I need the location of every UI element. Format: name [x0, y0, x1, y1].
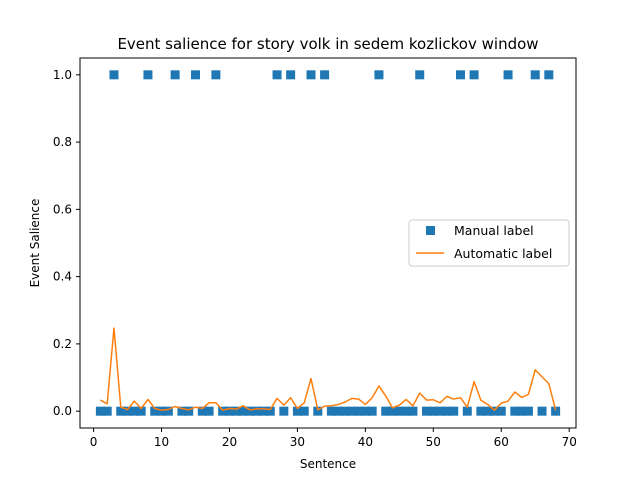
manual-label-point: [313, 406, 323, 416]
axes-frame: [79, 57, 577, 429]
manual-label-point: [197, 406, 207, 416]
manual-label-point: [224, 406, 234, 416]
manual-label-point: [381, 406, 391, 416]
manual-label-point: [530, 70, 540, 80]
manual-label-point: [218, 406, 228, 416]
legend-label-manual: Manual label: [454, 223, 534, 238]
manual-label-point: [408, 406, 418, 416]
manual-label-point: [109, 70, 119, 80]
y-tick-label: 0.8: [53, 135, 72, 149]
manual-label-point: [102, 406, 112, 416]
manual-label-point: [401, 406, 411, 416]
manual-label-point: [299, 406, 309, 416]
manual-label-point: [286, 70, 296, 80]
manual-label-point: [306, 70, 316, 80]
manual-label-point: [129, 406, 139, 416]
manual-label-point: [265, 406, 275, 416]
manual-label-point: [503, 70, 513, 80]
manual-label-point: [150, 406, 160, 416]
manual-label-point: [469, 70, 479, 80]
manual-label-point: [204, 406, 214, 416]
manual-label-point: [422, 406, 432, 416]
manual-label-point: [238, 406, 248, 416]
y-tick-label: 0.4: [53, 270, 72, 284]
x-tick-label: 60: [494, 435, 509, 449]
manual-label-point: [517, 406, 527, 416]
manual-label-point: [184, 406, 194, 416]
manual-label-point: [374, 70, 384, 80]
manual-label-point: [333, 406, 343, 416]
manual-label-point: [449, 406, 459, 416]
y-axis: 0.0 0.2 0.4 0.6 0.8 1.0: [53, 68, 80, 418]
manual-label-point: [367, 406, 377, 416]
manual-label-point: [157, 406, 167, 416]
manual-label-point: [442, 406, 452, 416]
manual-label-point: [394, 406, 404, 416]
manual-label-point: [95, 406, 105, 416]
manual-label-point: [551, 406, 561, 416]
manual-label-point: [537, 406, 547, 416]
manual-label-point: [455, 70, 465, 80]
manual-label-point: [462, 406, 472, 416]
manual-label-point: [347, 406, 357, 416]
manual-label-point: [245, 406, 255, 416]
y-axis-label: Event Salience: [28, 199, 42, 288]
manual-label-point: [211, 70, 221, 80]
x-tick-label: 70: [562, 435, 577, 449]
manual-label-point: [340, 406, 350, 416]
legend-label-automatic: Automatic label: [454, 246, 552, 261]
manual-label-point: [544, 70, 554, 80]
manual-label-point: [428, 406, 438, 416]
manual-label-point: [116, 406, 126, 416]
manual-label-point: [320, 70, 330, 80]
x-axis: 0 10 20 30 40 50 60 70: [90, 428, 577, 449]
manual-label-point: [136, 406, 146, 416]
manual-label-point: [252, 406, 262, 416]
manual-label-point: [496, 406, 506, 416]
x-tick-label: 50: [426, 435, 441, 449]
manual-label-point: [272, 70, 282, 80]
manual-label-point: [388, 406, 398, 416]
x-tick-label: 0: [90, 435, 98, 449]
y-tick-label: 1.0: [53, 68, 72, 82]
manual-label-point: [476, 406, 486, 416]
y-tick-label: 0.6: [53, 202, 72, 216]
manual-label-point: [510, 406, 520, 416]
legend-marker-manual: [426, 226, 435, 235]
x-tick-label: 20: [222, 435, 237, 449]
x-axis-label: Sentence: [300, 457, 356, 471]
automatic-label-line: [100, 327, 557, 411]
manual-label-point: [231, 406, 241, 416]
y-tick-label: 0.2: [53, 337, 72, 351]
manual-label-point: [360, 406, 370, 416]
plot-area: [95, 70, 561, 416]
chart-title: Event salience for story volk in sedem k…: [117, 35, 538, 53]
manual-label-point: [292, 406, 302, 416]
manual-label-point: [279, 406, 289, 416]
x-tick-label: 10: [154, 435, 169, 449]
manual-label-point: [489, 406, 499, 416]
y-tick-label: 0.0: [53, 404, 72, 418]
legend-box: [408, 219, 570, 267]
x-tick-label: 30: [290, 435, 305, 449]
manual-label-point: [435, 406, 445, 416]
manual-label-point: [123, 406, 133, 416]
manual-label-point: [170, 70, 180, 80]
manual-label-point: [523, 406, 533, 416]
manual-label-point: [143, 70, 153, 80]
manual-label-point: [326, 406, 336, 416]
manual-label-point: [415, 70, 425, 80]
manual-label-point: [177, 406, 187, 416]
manual-label-point: [483, 406, 493, 416]
legend: Manual label Automatic label: [408, 219, 570, 267]
manual-label-point: [163, 406, 173, 416]
x-tick-label: 40: [358, 435, 373, 449]
manual-label-point: [191, 70, 201, 80]
manual-label-point: [354, 406, 364, 416]
manual-label-point: [258, 406, 268, 416]
